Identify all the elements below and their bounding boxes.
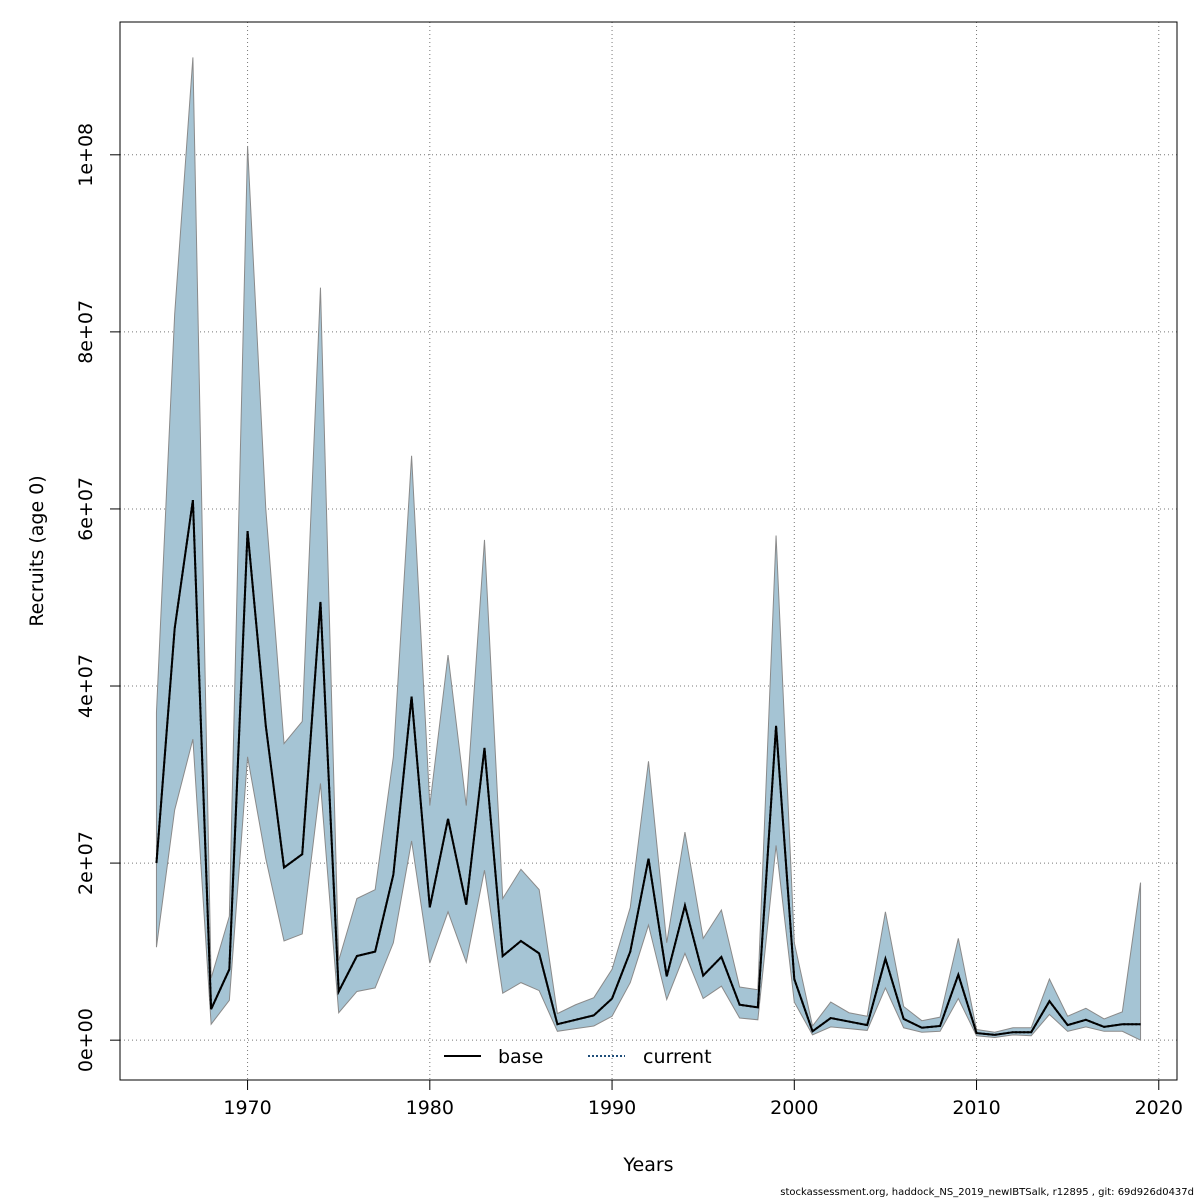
y-tick-label-5: 1e+08 — [75, 123, 97, 187]
x-axis: 1970 1980 1990 2000 2010 2020 — [223, 1079, 1183, 1119]
y-axis-label: Recruits (age 0) — [26, 475, 48, 626]
y-tick-label-3: 6e+07 — [75, 477, 97, 541]
footer-credit: stockassessment.org, haddock_NS_2019_new… — [780, 1187, 1194, 1198]
x-tick-label-2010: 2010 — [952, 1097, 1000, 1119]
y-tick-label-4: 8e+07 — [75, 300, 97, 364]
x-tick-label-2000: 2000 — [770, 1097, 818, 1119]
confidence-band — [155, 57, 1142, 1041]
x-tick-label-1990: 1990 — [588, 1097, 636, 1119]
x-axis-label: Years — [622, 1154, 673, 1176]
series-lines — [155, 499, 1141, 1036]
y-tick-label-0: 0e+00 — [75, 1008, 97, 1072]
y-axis: 0e+00 2e+07 4e+07 6e+07 8e+07 1e+08 — [75, 123, 121, 1072]
y-tick-label-2: 4e+07 — [75, 654, 97, 718]
x-tick-label-2020: 2020 — [1135, 1097, 1183, 1119]
x-tick-label-1970: 1970 — [223, 1097, 271, 1119]
legend-label-current: current — [643, 1046, 712, 1068]
legend: base current — [444, 1046, 712, 1068]
y-tick-label-1: 2e+07 — [75, 831, 97, 895]
series-line-current — [155, 499, 1141, 1036]
x-tick-label-1980: 1980 — [406, 1097, 454, 1119]
confidence-band-layer — [155, 57, 1142, 1041]
legend-label-base: base — [498, 1046, 543, 1068]
